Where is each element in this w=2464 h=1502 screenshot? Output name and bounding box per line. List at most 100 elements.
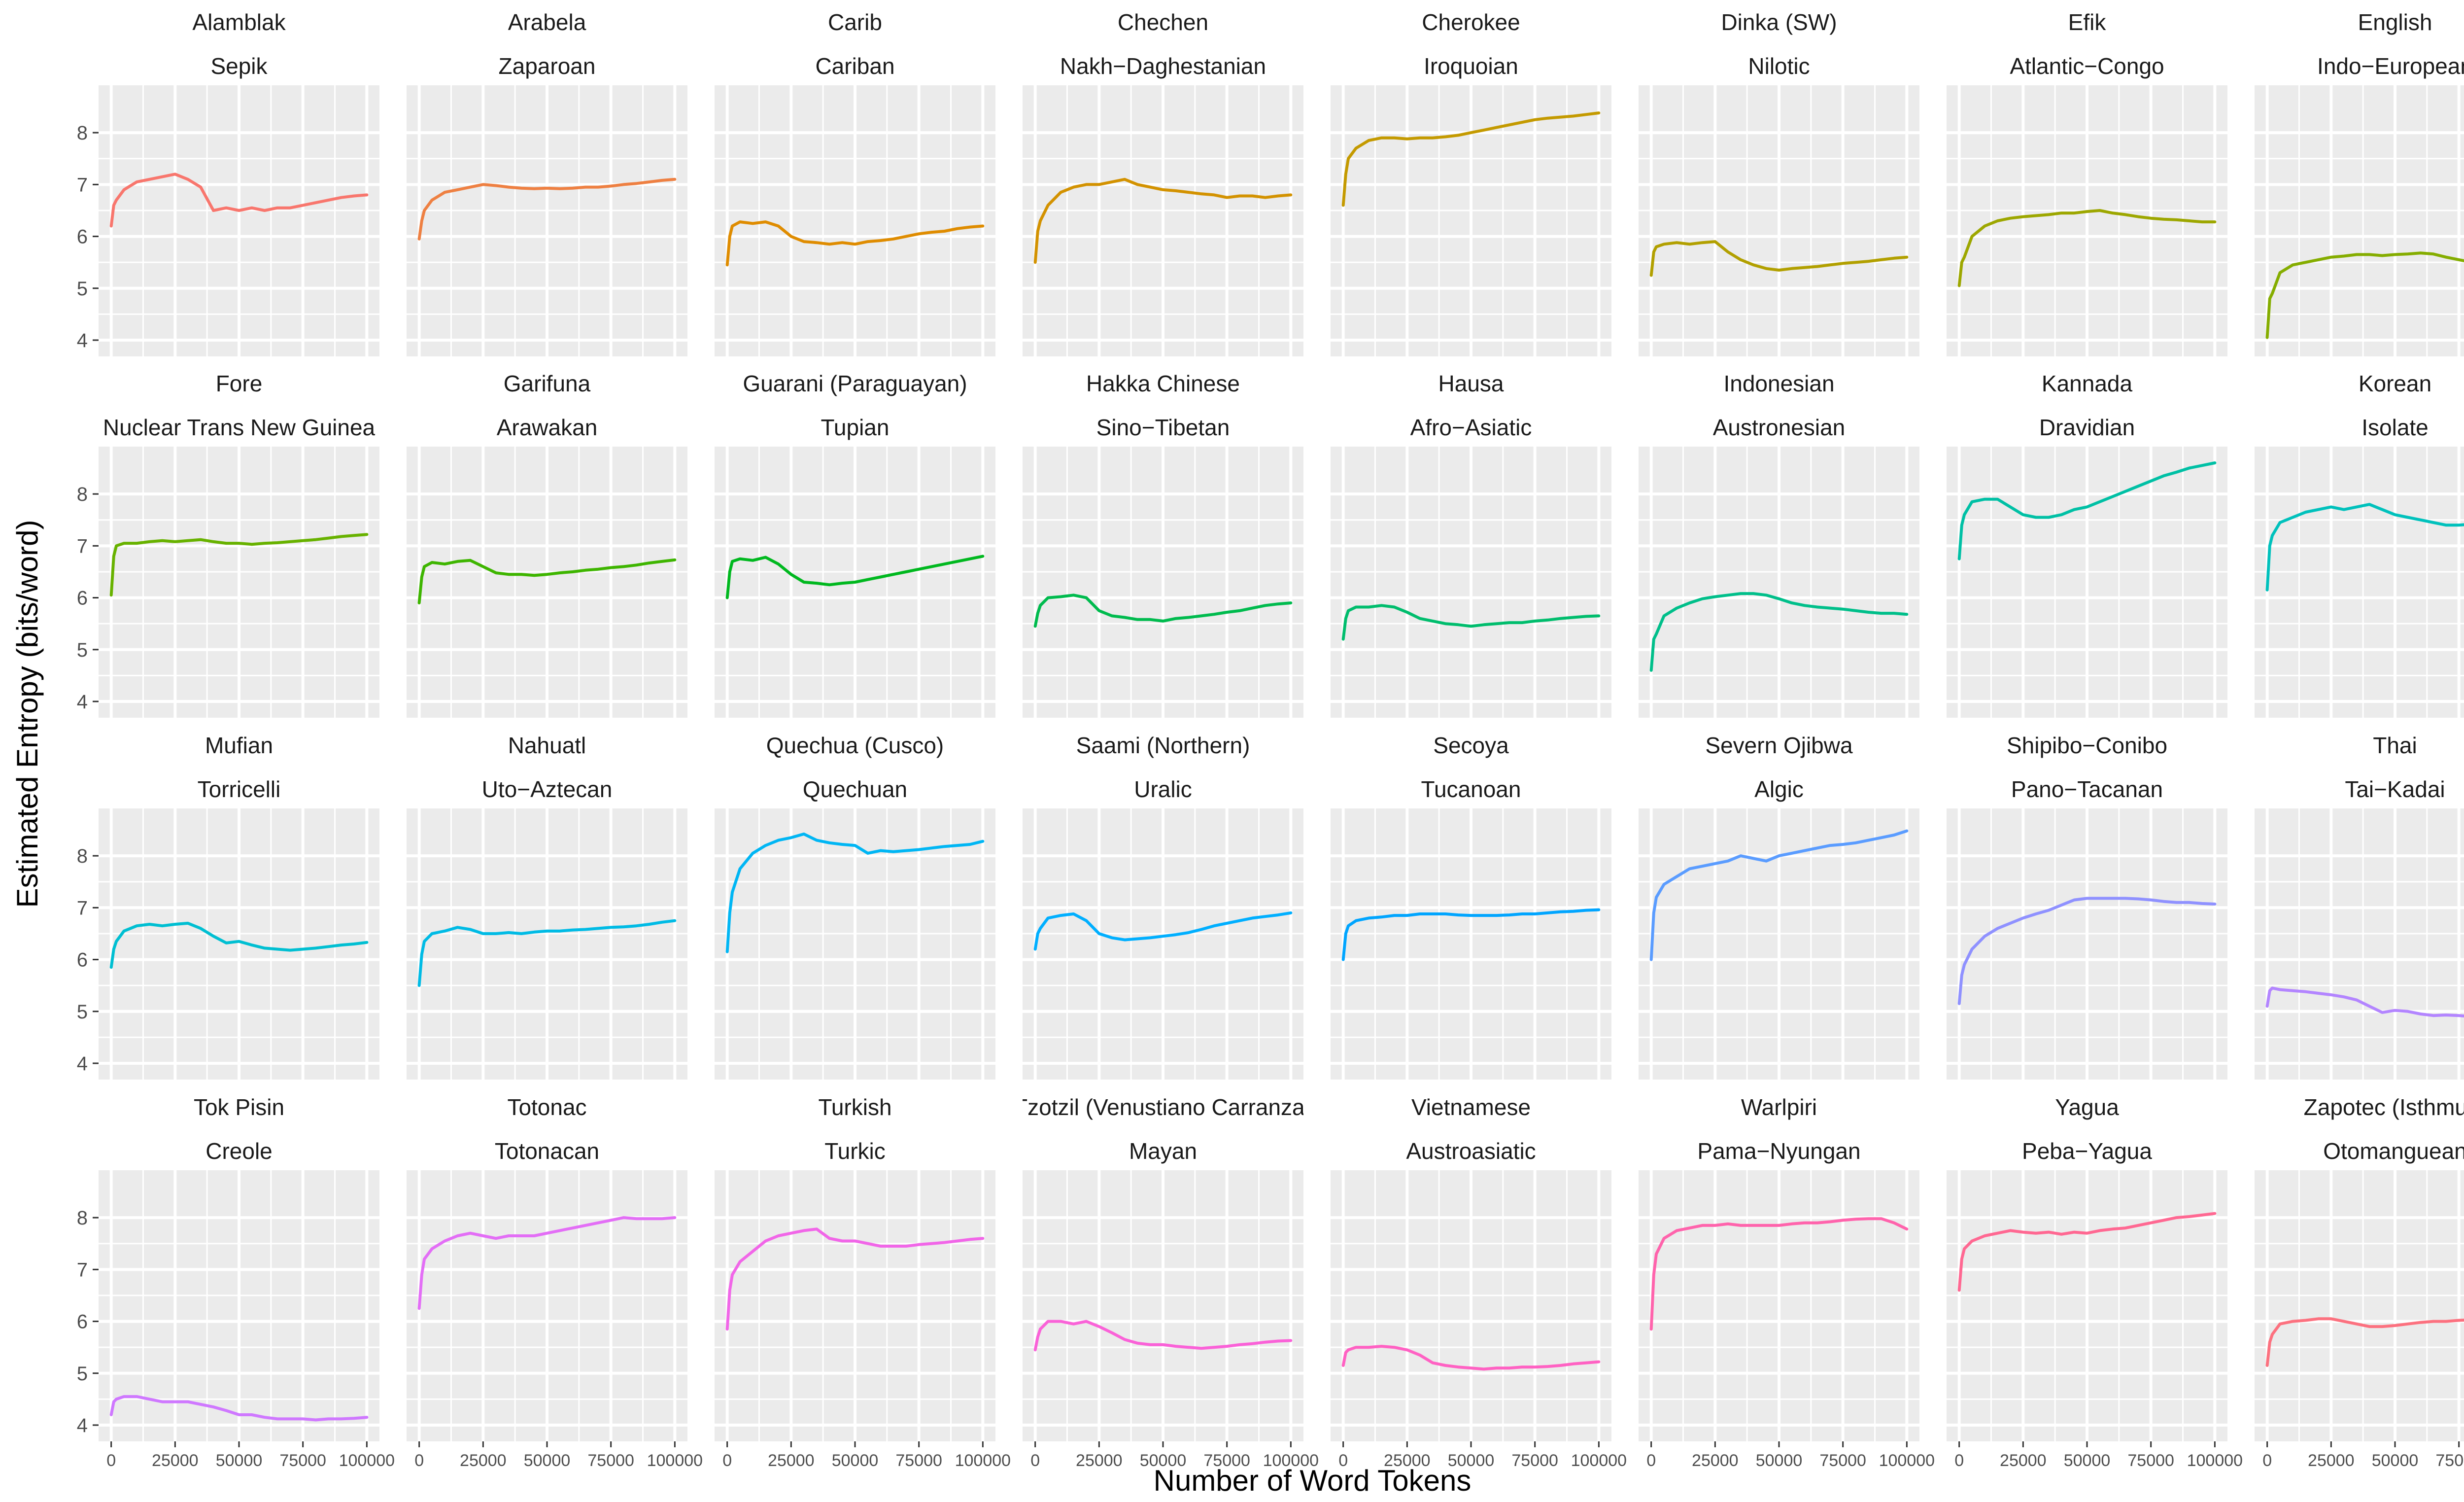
series-line [109,1395,369,1422]
panel-background [2255,808,2464,1080]
y-tick-label: 4 [77,1415,88,1436]
facet-strip: Chechen Nakh−Daghestanian [1060,9,1266,79]
facet-strip: Carib Cariban [815,9,894,79]
series-line [1033,911,1293,951]
series-line [1033,177,1293,264]
x-tick-label: 50000 [524,1451,571,1470]
facet-language-label: Thai [2373,733,2417,758]
facet-family-label: Creole [205,1138,273,1164]
facet-strip: Korean Isolate [2359,371,2431,440]
panel-background [2255,85,2464,356]
facet-strip: Zapotec (Isthmus) Otomanguean [2304,1094,2464,1164]
facet-family-label: Nakh−Daghestanian [1060,53,1266,79]
facet-family-label: Austronesian [1713,415,1846,440]
series-line [2265,986,2464,1018]
x-tick-label: 0 [1030,1451,1040,1470]
facet-strip: Garifuna Arawakan [497,371,598,440]
facet-panel: Quechua (Cusco) Quechuan [715,733,995,1080]
x-tick-label: 25000 [460,1451,507,1470]
facet-family-label: Afro−Asiatic [1410,415,1532,440]
facet-strip: Efik Atlantic−Congo [2010,9,2164,79]
x-tick-label: 50000 [2372,1451,2419,1470]
facet-family-label: Turkic [824,1138,886,1164]
x-tick-label: 0 [2262,1451,2272,1470]
facet-language-label: Dinka (SW) [1721,9,1837,35]
y-tick-label: 7 [77,1259,88,1281]
series-line [417,1216,677,1310]
facet-panel: Secoya Tucanoan [1331,733,1611,1080]
y-tick-label: 4 [77,1053,88,1075]
facet-family-label: Algic [1754,776,1804,802]
series-line [725,555,985,599]
facet-language-label: Efik [2068,9,2107,35]
facet-panel: Severn Ojibwa Algic [1639,733,1919,1080]
x-tick-label: 75000 [895,1451,942,1470]
facet-language-label: Quechua (Cusco) [766,733,944,758]
facet-language-label: Cherokee [1422,9,1520,35]
facet-panel: Alamblak Sepik 4 5 6 7 8 [77,9,379,356]
facet-panel: Yagua Peba−Yagua 0 25000 50000 75000 100000 [1947,1094,2243,1470]
x-tick-label: 75000 [1203,1451,1250,1470]
facet-family-label: Dravidian [2039,415,2135,440]
facet-language-label: Severn Ojibwa [1705,733,1853,758]
facet-panel: Kannada Dravidian [1947,371,2227,718]
facet-panel: Nahuatl Uto−Aztecan [407,733,687,1080]
facet-panel: Chechen Nakh−Daghestanian [1023,9,1303,356]
facet-family-label: Tupian [821,415,890,440]
facet-panel: Tok Pisin Creole 4 5 6 7 8 0 25000 50000 75000 1000… [77,1094,395,1470]
facet-language-label: Kannada [2042,371,2133,396]
series-line [2265,251,2464,339]
series-line [1957,461,2217,560]
x-tick-label: 25000 [2000,1451,2047,1470]
y-tick-label: 5 [77,1363,88,1385]
facet-family-label: Pano−Tacanan [2011,776,2163,802]
facet-family-label: Uralic [1134,776,1192,802]
facet-strip: Totonac Totonacan [495,1094,599,1164]
x-tick-label: 75000 [2127,1451,2174,1470]
facet-panel: Garifuna Arawakan [407,371,687,718]
facet-language-label: Korean [2359,371,2431,396]
x-tick-label: 0 [106,1451,116,1470]
facet-family-label: Zaparoan [499,53,596,79]
facet-family-label: Sepik [210,53,268,79]
facet-panel: Turkish Turkic 0 25000 50000 75000 100000 [715,1094,1011,1470]
facet-family-label: Nuclear Trans New Guinea [103,415,376,440]
series-line [417,919,677,987]
x-tick-label: 50000 [832,1451,879,1470]
facet-family-label: Nilotic [1748,53,1810,79]
y-tick-label: 8 [77,484,88,505]
x-tick-label: 75000 [1819,1451,1866,1470]
facet-family-label: Otomanguean [2323,1138,2464,1164]
series-line [1649,592,1909,672]
panel-background [2255,1170,2464,1441]
facet-family-label: Cariban [815,53,894,79]
series-line [1341,1345,1601,1371]
facet-language-label: Zapotec (Isthmus) [2304,1094,2464,1120]
panel-background [2255,447,2464,718]
series-line [725,832,985,953]
facet-language-label: Saami (Northern) [1076,733,1250,758]
series-line [1649,1217,1909,1331]
facet-family-label: Sino−Tibetan [1096,415,1230,440]
facet-family-label: Pama−Nyungan [1697,1138,1860,1164]
x-tick-label: 25000 [768,1451,815,1470]
facet-strip: Shipibo−Conibo Pano−Tacanan [2007,733,2167,802]
series-line [1957,1212,2217,1292]
facet-strip: Severn Ojibwa Algic [1705,733,1853,802]
x-tick-label: 75000 [587,1451,634,1470]
facet-language-label: Guarani (Paraguayan) [743,371,967,396]
facet-panel: Hakka Chinese Sino−Tibetan [1023,371,1303,718]
x-tick-label: 25000 [1692,1451,1739,1470]
facet-language-label: Vietnamese [1411,1094,1531,1120]
facet-family-label: Peba−Yagua [2022,1138,2152,1164]
facet-language-label: Secoya [1433,733,1509,758]
facet-panel: Korean Isolate [2255,371,2464,718]
series-line [109,173,369,228]
facet-panel: Fore Nuclear Trans New Guinea 4 5 6 7 8 [77,371,379,718]
facet-strip: Fore Nuclear Trans New Guinea [103,371,376,440]
facet-strip: Vietnamese Austroasiatic [1406,1094,1536,1164]
y-tick-label: 8 [77,845,88,867]
x-tick-label: 0 [722,1451,732,1470]
facet-strip: Yagua Peba−Yagua [2022,1094,2152,1164]
facet-panel: Carib Cariban [715,9,995,356]
